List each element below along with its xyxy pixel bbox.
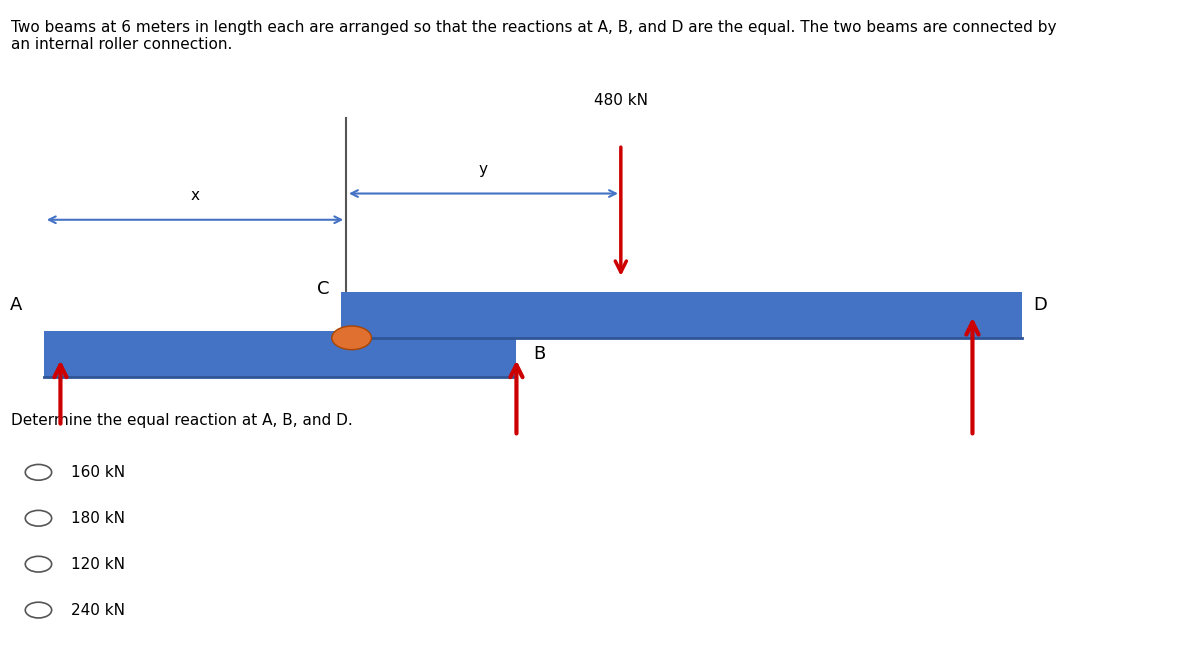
Text: 240 kN: 240 kN	[72, 603, 126, 617]
FancyBboxPatch shape	[341, 292, 1022, 338]
Text: A: A	[10, 296, 22, 314]
Text: Determine the equal reaction at A, B, and D.: Determine the equal reaction at A, B, an…	[11, 413, 353, 428]
Text: Two beams at 6 meters in length each are arranged so that the reactions at A, B,: Two beams at 6 meters in length each are…	[11, 20, 1056, 52]
Circle shape	[25, 556, 52, 572]
Circle shape	[332, 326, 372, 350]
Text: B: B	[533, 345, 545, 363]
Circle shape	[25, 464, 52, 480]
Text: x: x	[191, 188, 199, 203]
FancyBboxPatch shape	[44, 331, 516, 377]
Circle shape	[25, 510, 52, 526]
Text: 160 kN: 160 kN	[72, 465, 126, 480]
Text: y: y	[479, 162, 488, 177]
Text: D: D	[1033, 296, 1046, 314]
Text: 480 kN: 480 kN	[594, 93, 648, 108]
Text: C: C	[317, 279, 330, 298]
Circle shape	[25, 602, 52, 618]
Text: 120 kN: 120 kN	[72, 557, 126, 571]
Text: 180 kN: 180 kN	[72, 511, 126, 525]
